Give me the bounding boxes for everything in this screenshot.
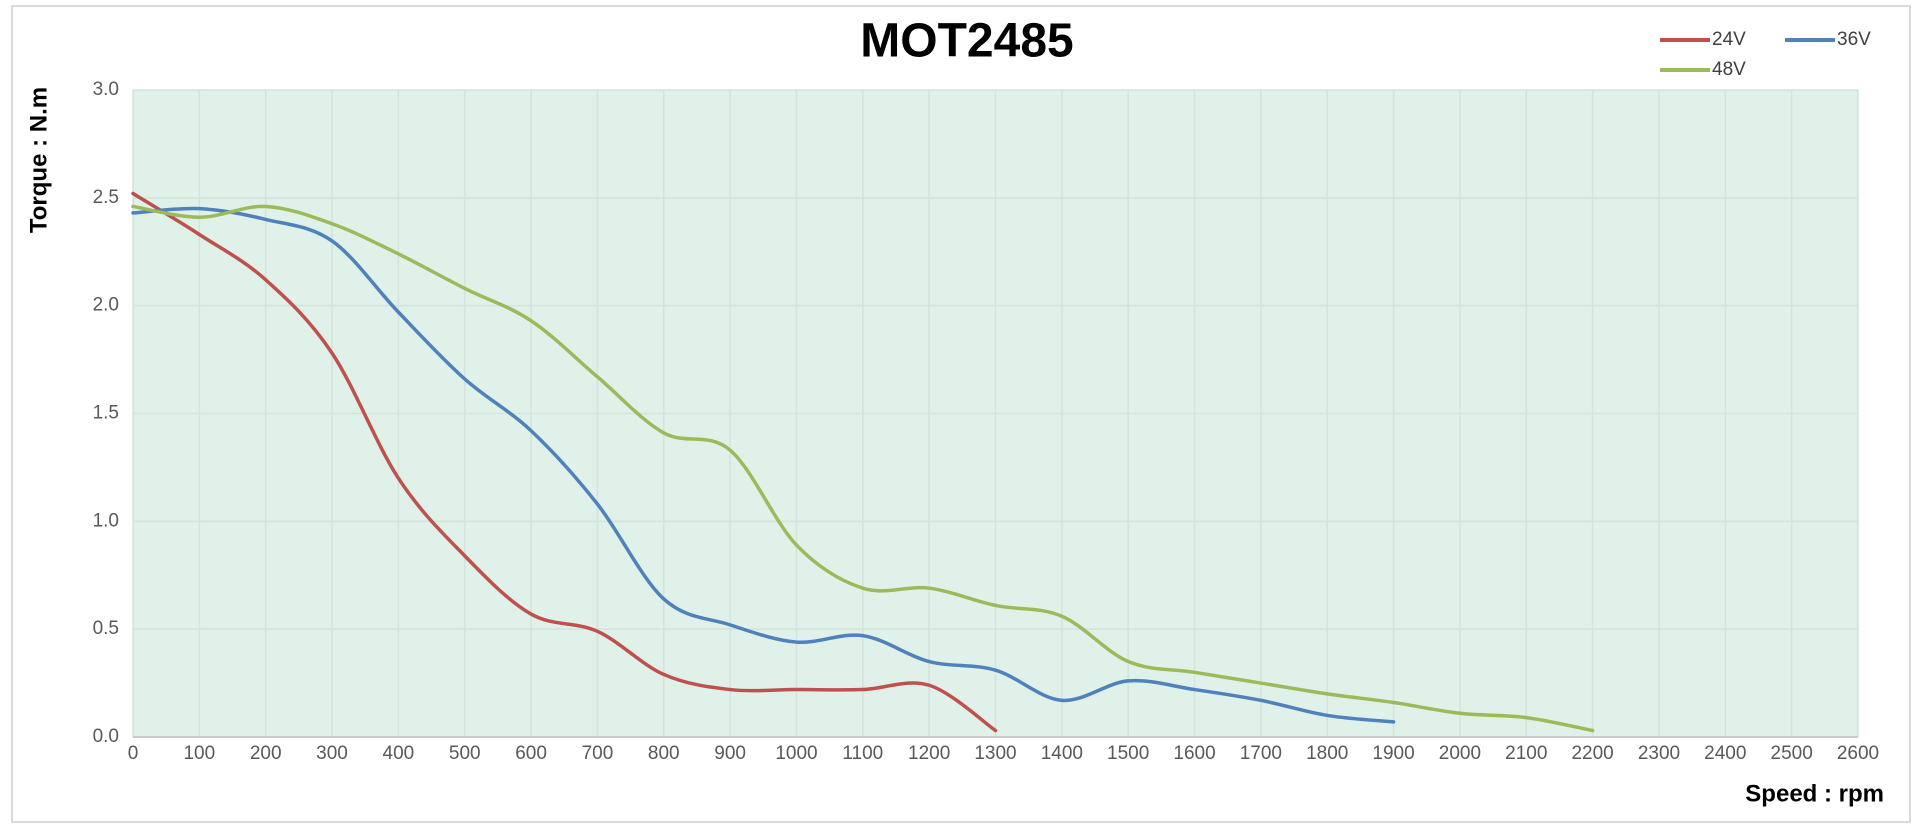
x-tick-label: 1600 xyxy=(1173,743,1215,764)
legend-label: 24V xyxy=(1712,29,1746,50)
y-tick-label: 3.0 xyxy=(93,79,119,100)
y-tick-label: 2.0 xyxy=(93,295,119,316)
y-tick-label: 0.5 xyxy=(93,618,119,639)
legend-label: 36V xyxy=(1837,29,1871,50)
x-tick-label: 600 xyxy=(515,743,547,764)
x-tick-label: 2600 xyxy=(1837,743,1879,764)
line-series xyxy=(131,206,1396,724)
x-tick-label: 2500 xyxy=(1771,743,1813,764)
y-tick-label: 1.0 xyxy=(93,510,119,531)
x-tick-label: 0 xyxy=(128,743,139,764)
y-tick-label: 1.5 xyxy=(93,403,119,424)
x-tick-label: 1100 xyxy=(842,743,883,764)
x-tick-label: 1400 xyxy=(1041,743,1083,764)
x-tick-label: 2300 xyxy=(1638,743,1680,764)
x-tick-label: 900 xyxy=(714,743,746,764)
x-tick-label: 1700 xyxy=(1240,743,1282,764)
y-axis-title: Torque : N.m xyxy=(25,87,52,233)
x-tick-label: 400 xyxy=(383,743,415,764)
chart-title: MOT2485 xyxy=(860,15,1073,68)
x-axis-title: Speed : rpm xyxy=(1745,780,1884,807)
x-tick-label: 2100 xyxy=(1505,743,1547,764)
x-tick-label: 2400 xyxy=(1704,743,1746,764)
x-tick-label: 800 xyxy=(648,743,680,764)
chart-border xyxy=(11,5,1911,823)
x-tick-label: 2000 xyxy=(1439,743,1481,764)
x-tick-label: 1300 xyxy=(974,743,1016,764)
x-tick-label: 300 xyxy=(316,743,348,764)
line-series xyxy=(131,191,998,733)
x-tick-label: 500 xyxy=(449,743,481,764)
legend-label: 48V xyxy=(1712,59,1746,80)
line-series xyxy=(131,204,1595,733)
y-tick-label: 0.0 xyxy=(93,726,119,747)
y-tick-label: 2.5 xyxy=(93,187,119,208)
x-tick-label: 1000 xyxy=(775,743,817,764)
x-tick-label: 1200 xyxy=(908,743,950,764)
x-tick-label: 200 xyxy=(250,743,282,764)
x-tick-label: 1900 xyxy=(1372,743,1414,764)
x-tick-label: 100 xyxy=(183,743,215,764)
x-tick-label: 2200 xyxy=(1571,743,1613,764)
x-tick-label: 1800 xyxy=(1306,743,1348,764)
x-tick-label: 700 xyxy=(582,743,614,764)
x-tick-label: 1500 xyxy=(1107,743,1149,764)
